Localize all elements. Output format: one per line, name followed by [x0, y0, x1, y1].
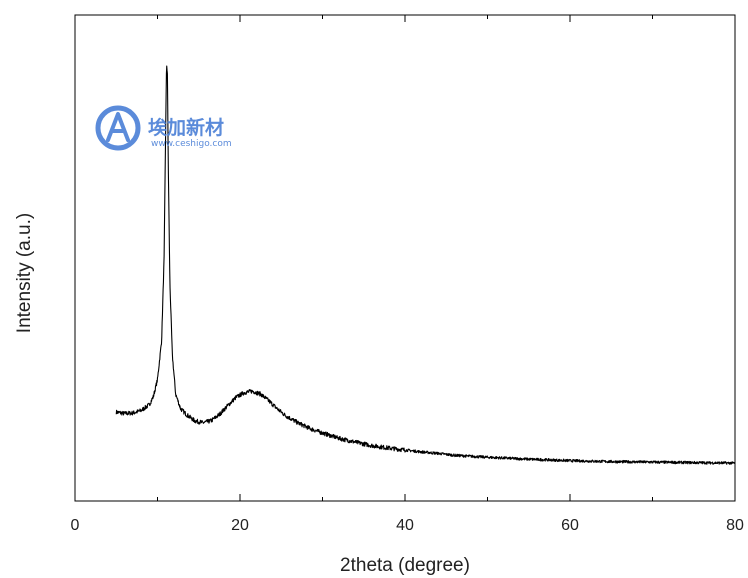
circle-letter-a-logo-icon — [95, 105, 141, 151]
x-axis-ticks — [74, 15, 736, 501]
x-tick-label: 0 — [71, 517, 80, 534]
y-axis-title: Intensity (a.u.) — [14, 213, 35, 333]
x-tick-label: 60 — [561, 517, 579, 534]
x-axis-tick-labels: 0 20 40 60 80 — [71, 517, 744, 534]
watermark-url: www.ceshigo.com — [151, 139, 232, 149]
series-line — [115, 65, 736, 465]
watermark-brand: 埃加新材 — [148, 116, 224, 139]
x-tick-label: 80 — [726, 517, 744, 534]
watermark: 埃加新材 www.ceshigo.com — [95, 105, 232, 151]
x-axis-title: 2theta (degree) — [340, 555, 470, 576]
plot-frame — [74, 14, 736, 502]
x-tick-label: 40 — [396, 517, 414, 534]
x-tick-label: 20 — [231, 517, 249, 534]
